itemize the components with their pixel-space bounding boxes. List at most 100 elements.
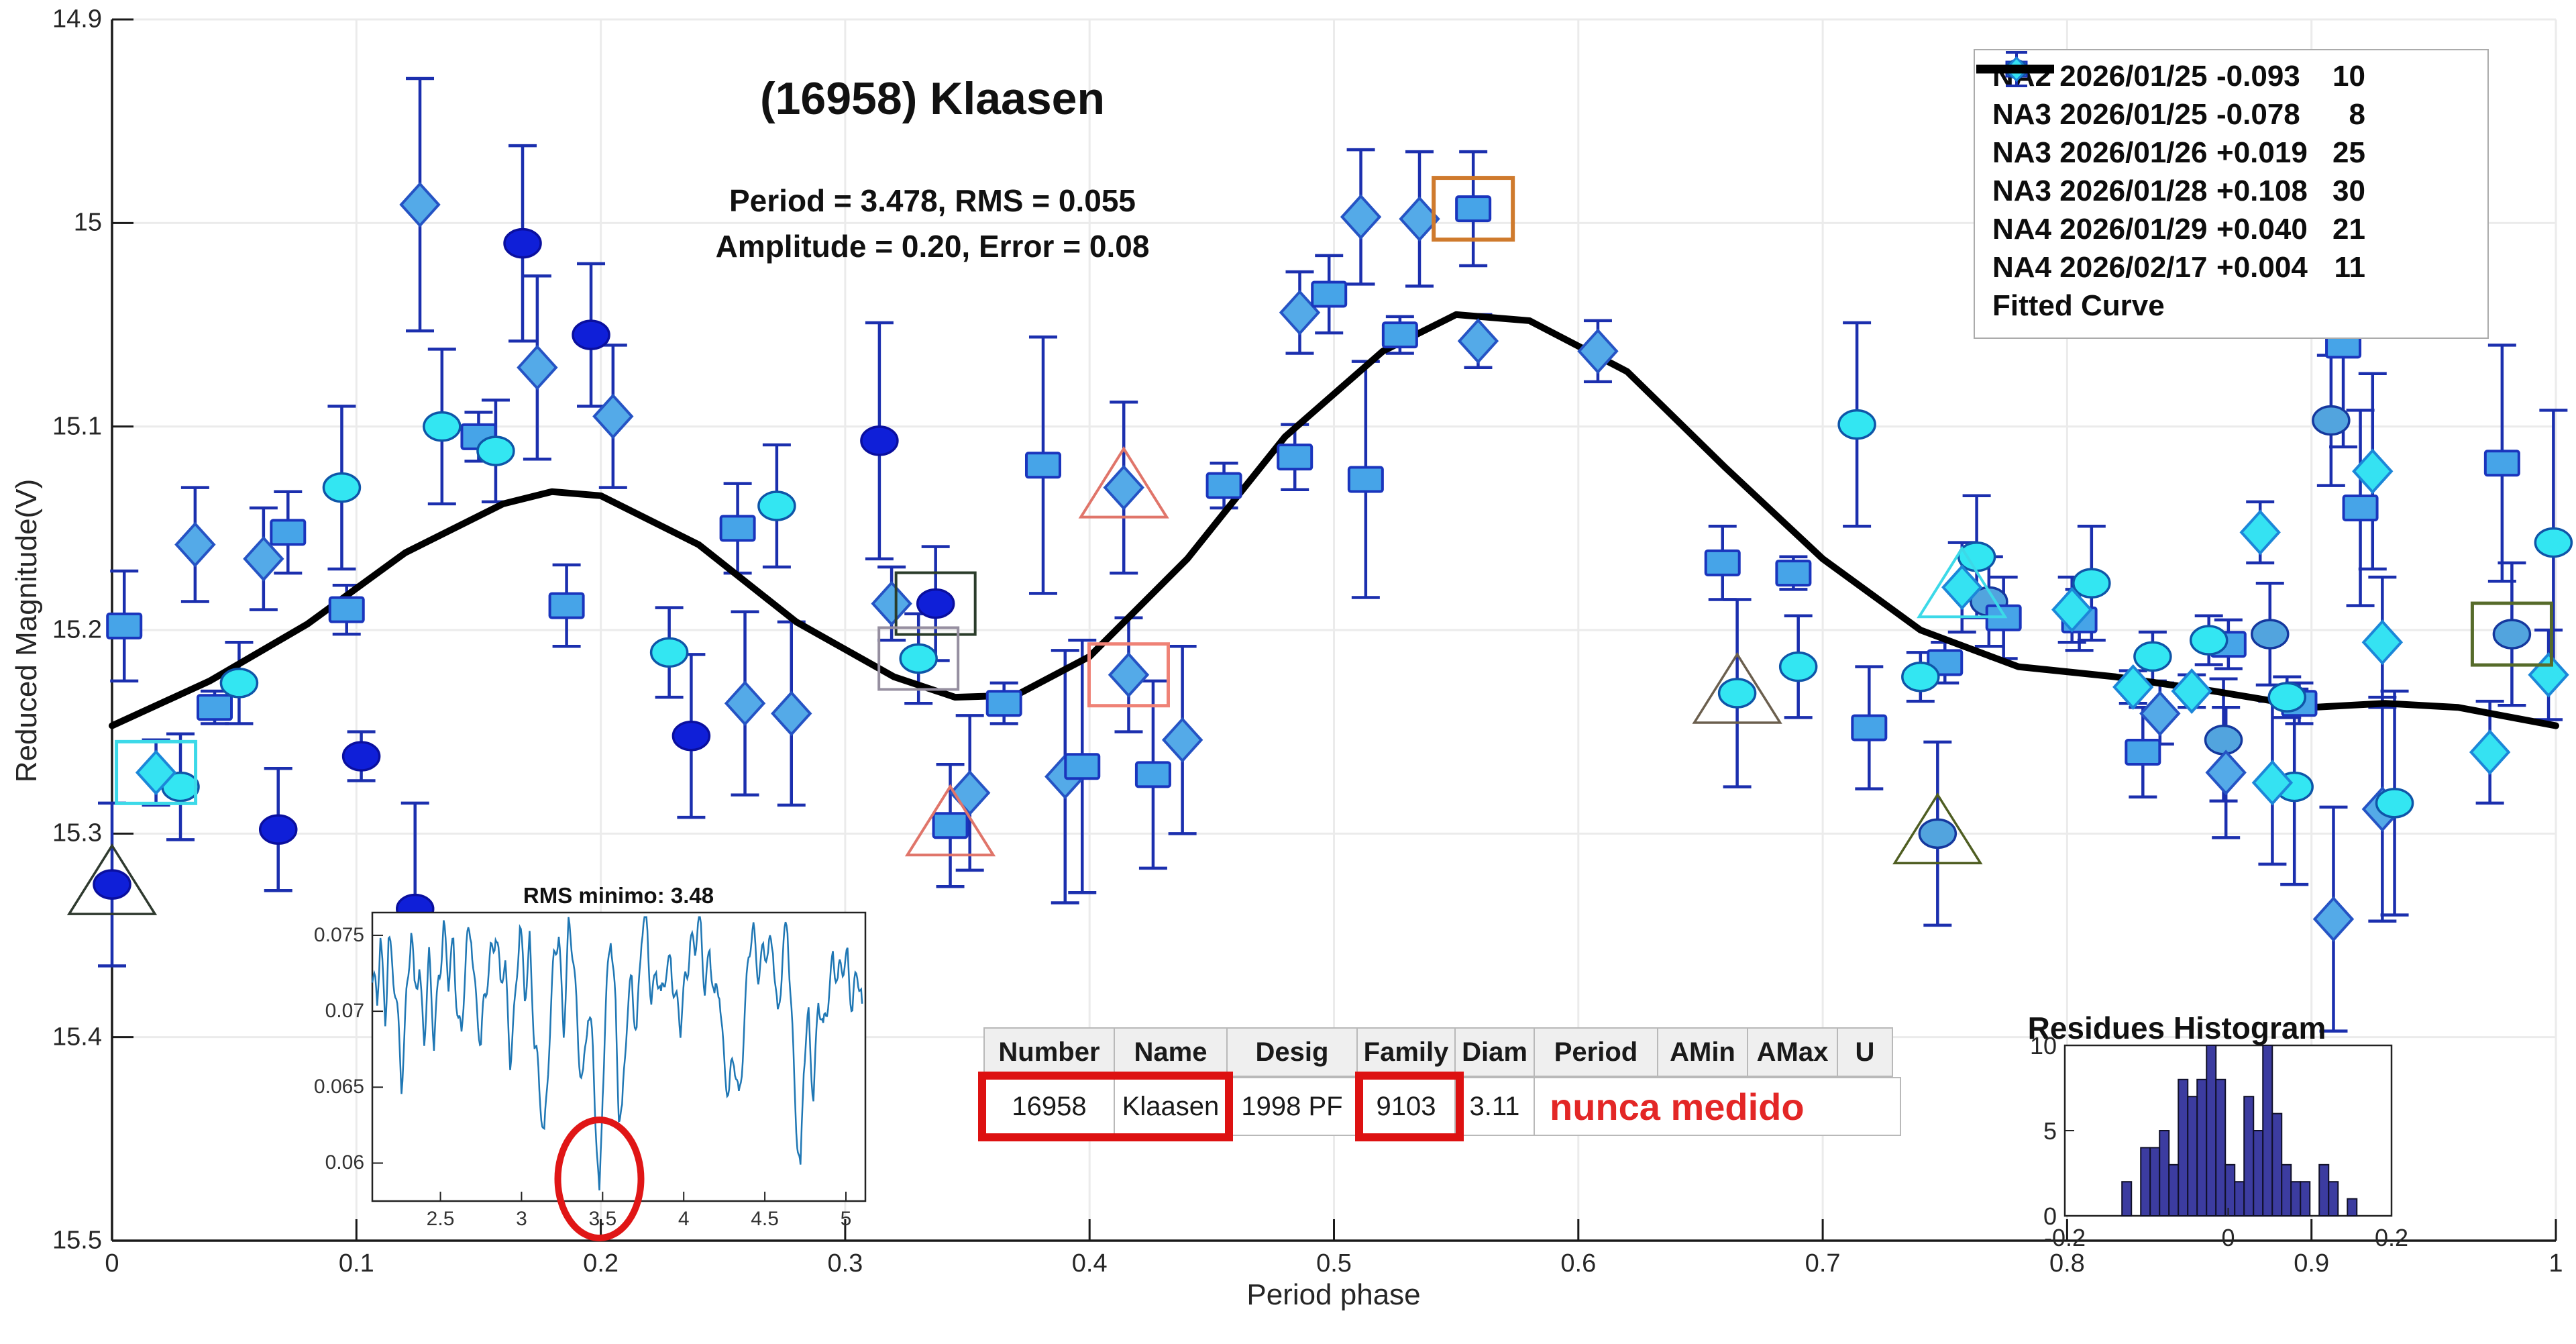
histogram-bar xyxy=(2149,1147,2161,1217)
legend-offset-value: +0.040 xyxy=(2216,212,2308,246)
data-point-marker xyxy=(322,472,362,503)
data-point-marker xyxy=(219,668,259,699)
x-tick-label: 0.3 xyxy=(827,1249,863,1278)
data-point-marker xyxy=(1381,321,1418,349)
annotation-rect xyxy=(1087,642,1170,708)
data-point-marker xyxy=(1311,280,1348,308)
x-tick-label: 0.5 xyxy=(1316,1249,1352,1278)
data-point-marker xyxy=(1941,564,1983,611)
annotation-rect xyxy=(115,739,198,805)
data-point-marker xyxy=(1778,651,1818,682)
chart-subtitle-period: Period = 3.478, RMS = 0.055 xyxy=(729,183,1136,218)
data-point-marker xyxy=(871,580,912,627)
data-point-marker xyxy=(2375,788,2414,819)
table-header-cell: U xyxy=(1837,1027,1893,1077)
rms-x-tick-label: 4 xyxy=(678,1208,690,1230)
data-point-marker xyxy=(1457,318,1499,364)
rms-x-tick-label: 5 xyxy=(840,1208,852,1230)
histogram-bar xyxy=(2290,1181,2302,1217)
histogram-bar xyxy=(2234,1181,2245,1217)
data-point-marker xyxy=(1704,549,1741,576)
data-point-marker xyxy=(1837,409,1876,440)
rms-y-tick-label: 0.075 xyxy=(313,923,364,946)
x-tick-label: 0.8 xyxy=(2049,1249,2085,1278)
rms-curve xyxy=(371,916,863,1191)
rms-x-tick-label: 3.5 xyxy=(588,1208,617,1230)
legend-row: NA3 2026/01/28 +0.108 30 xyxy=(1975,51,2487,210)
table-data-cell: Klaasen xyxy=(1114,1077,1228,1136)
data-point-marker xyxy=(2204,725,2243,756)
residues-histogram xyxy=(2063,1044,2393,1217)
outline-annotations xyxy=(66,176,2553,915)
data-point-marker xyxy=(476,435,515,466)
x-tick-label: 0 xyxy=(105,1249,119,1278)
data-point-marker xyxy=(135,749,177,796)
histogram-bar xyxy=(2206,1045,2217,1217)
legend-label: NA4 2026/02/17 xyxy=(1992,250,2208,284)
data-markers xyxy=(93,182,2573,942)
hist-y-tick-label: 0 xyxy=(2043,1202,2057,1230)
x-tick-label: 0.4 xyxy=(1071,1249,1108,1278)
data-point-marker xyxy=(771,690,812,737)
rms-minimum-circle xyxy=(554,1117,645,1241)
table-header-cell: Name xyxy=(1114,1027,1228,1077)
x-axis-label: Period phase xyxy=(1246,1278,1421,1311)
histogram-bar xyxy=(2243,1096,2255,1217)
annotation-rect xyxy=(2470,601,2553,667)
data-point-marker xyxy=(1103,464,1144,511)
data-point-marker xyxy=(2125,738,2161,766)
data-point-marker xyxy=(2534,527,2573,558)
histogram-bar xyxy=(2121,1181,2133,1217)
table-header-cell: Period xyxy=(1534,1027,1658,1077)
data-point-marker xyxy=(106,612,143,639)
legend-row: NA4 2026/02/17 +0.004 11 xyxy=(1975,51,2487,287)
data-point-marker xyxy=(270,519,307,546)
data-point-marker xyxy=(1717,678,1757,709)
data-point-marker xyxy=(2312,896,2355,942)
histogram-bar xyxy=(2215,1078,2226,1217)
annotation-triangle xyxy=(1892,792,1983,865)
main-axes xyxy=(111,18,2557,1242)
data-point-marker xyxy=(548,592,585,619)
data-point-marker xyxy=(1161,717,1203,763)
table-header-cell: AMax xyxy=(1747,1027,1838,1077)
legend-row: NA2 2026/01/25 -0.093 10 xyxy=(1975,51,2487,95)
histogram-bar xyxy=(2187,1096,2198,1217)
data-point-marker xyxy=(2051,586,2093,633)
data-point-marker xyxy=(572,319,610,350)
data-point-marker xyxy=(2469,729,2511,775)
legend-row-fitted-curve: Fitted Curve xyxy=(1975,64,2487,325)
data-point-marker xyxy=(2139,690,2181,737)
legend-offset-value: +0.108 xyxy=(2216,174,2308,207)
x-tick-label: 0.7 xyxy=(1805,1249,1841,1278)
rms-y-tick-label: 0.065 xyxy=(313,1076,364,1098)
x-tick-label: 0.6 xyxy=(1560,1249,1597,1278)
data-point-marker xyxy=(860,425,899,456)
data-point-marker xyxy=(2205,749,2247,796)
legend-row: NA4 2026/01/29 +0.040 21 xyxy=(1975,51,2487,248)
table-header-cell: Number xyxy=(983,1027,1115,1077)
legend-point-count: 21 xyxy=(2332,212,2365,246)
data-point-marker xyxy=(1775,560,1812,587)
data-point-marker xyxy=(1918,818,1957,849)
table-header-cell: Family xyxy=(1356,1027,1456,1077)
histogram-bar xyxy=(2262,1045,2273,1217)
histogram-bar xyxy=(2281,1164,2292,1217)
y-tick-label: 15.3 xyxy=(52,819,102,847)
data-point-marker xyxy=(503,227,542,259)
table-data-cell: 9103 xyxy=(1356,1077,1456,1136)
table-note-never-measured: nunca medido xyxy=(1534,1077,1901,1136)
data-point-marker xyxy=(719,515,756,542)
data-point-marker xyxy=(2483,450,2520,477)
data-point-marker xyxy=(2072,568,2111,599)
histogram-bar xyxy=(2347,1198,2358,1217)
data-point-marker xyxy=(1347,466,1384,493)
histogram-bar xyxy=(2224,1164,2236,1217)
table-header-row: Number Name Desig Family Diam Period AMin AMax U xyxy=(983,1027,1901,1077)
annotation-rect xyxy=(894,571,977,636)
histogram-bar xyxy=(2300,1181,2311,1217)
legend-label: NA3 2026/01/28 xyxy=(1992,174,2208,207)
data-point-marker xyxy=(757,490,796,521)
table-header-cell: Diam xyxy=(1454,1027,1535,1077)
data-point-marker xyxy=(2342,494,2379,521)
